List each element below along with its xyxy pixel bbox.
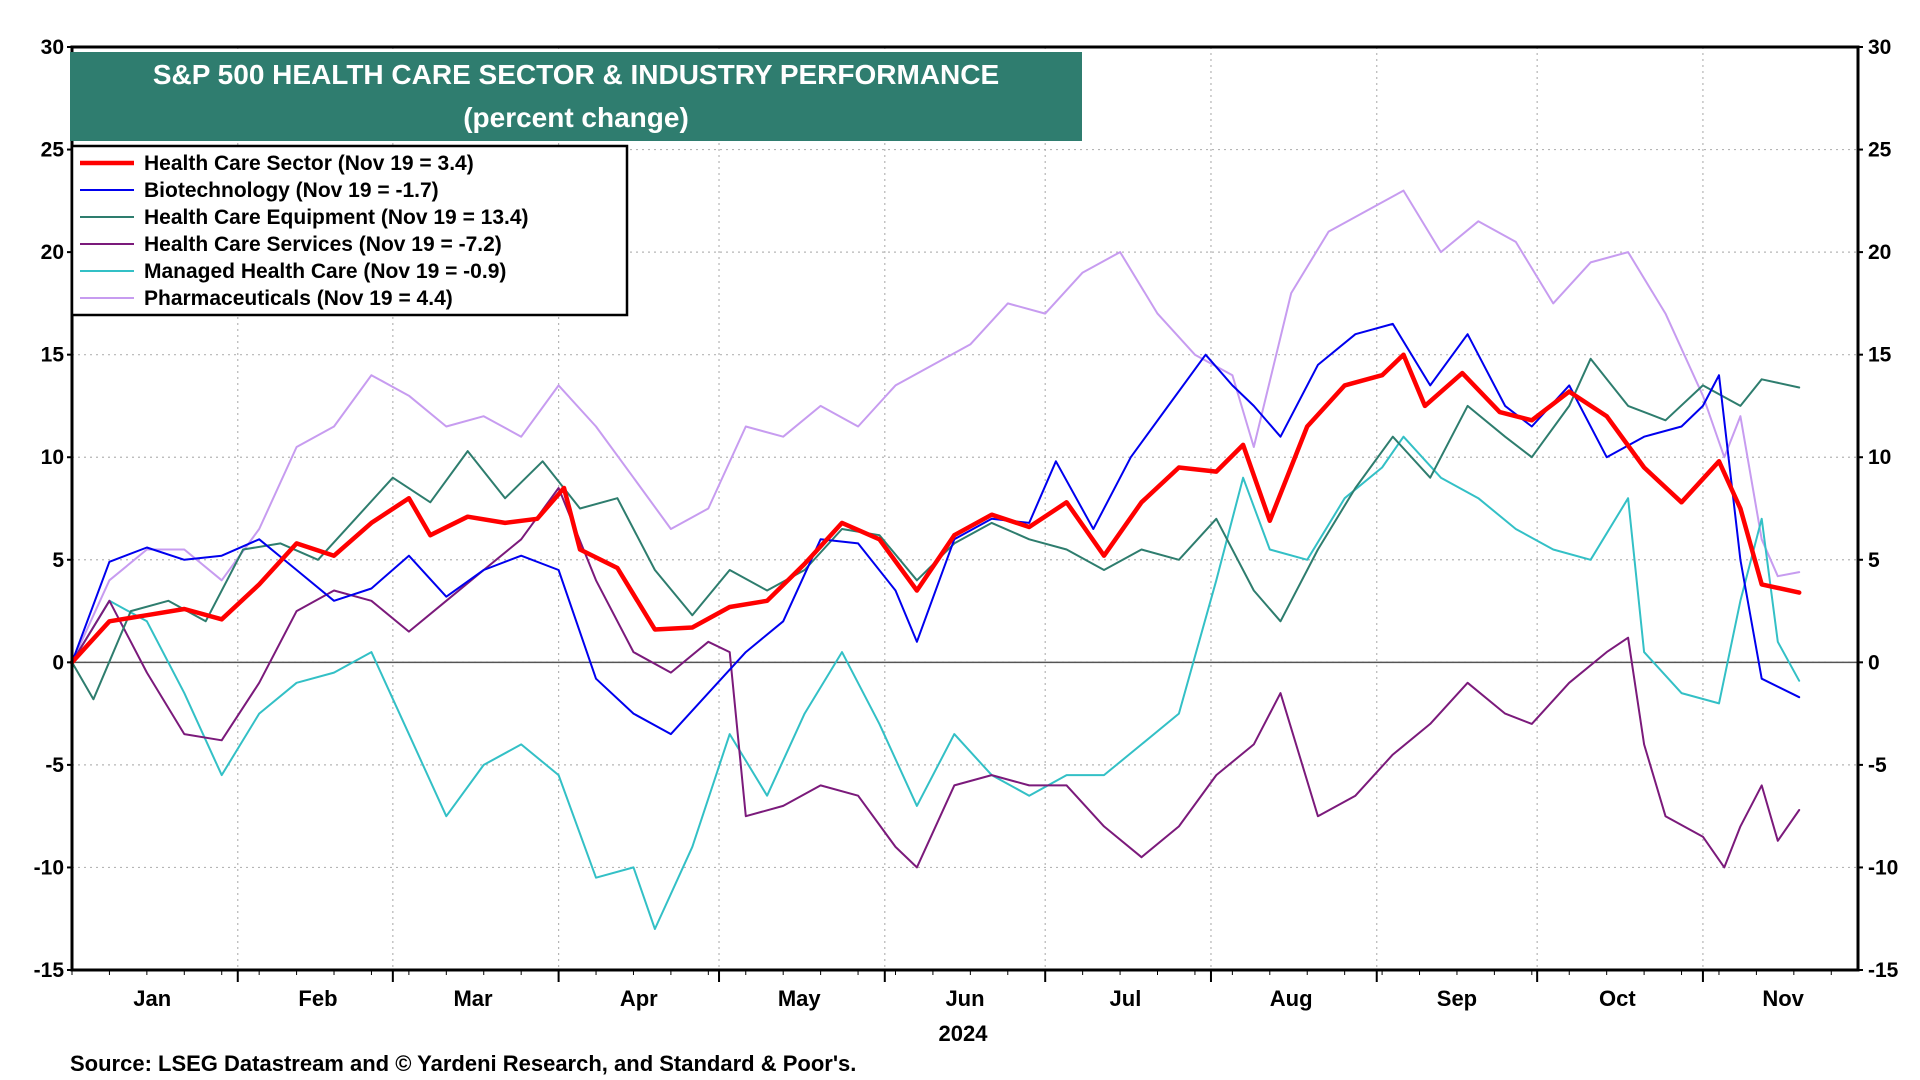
legend-label: Biotechnology (Nov 19 = -1.7)	[144, 179, 439, 202]
chart-title-box: S&P 500 HEALTH CARE SECTOR & INDUSTRY PE…	[70, 52, 1082, 141]
y-tick-label-left: 25	[41, 139, 65, 162]
y-tick-label-right: 10	[1868, 446, 1891, 469]
y-tick-label-right: 20	[1868, 241, 1891, 264]
legend-label: Pharmaceuticals (Nov 19 = 4.4)	[144, 287, 453, 310]
legend: Health Care Sector (Nov 19 = 3.4) Biotech…	[70, 144, 629, 317]
y-tick-label-left: 5	[52, 549, 64, 572]
x-tick-label: Jan	[133, 986, 171, 1011]
plot-frame	[70, 45, 1860, 972]
y-tick-label-right: 30	[1868, 36, 1891, 59]
x-tick-label: May	[778, 986, 822, 1011]
y-tick-label-left: 15	[41, 344, 65, 367]
y-tick-label-left: 10	[41, 446, 64, 469]
legend-label: Managed Health Care (Nov 19 = -0.9)	[144, 260, 506, 283]
chart-subtitle: (percent change)	[463, 102, 689, 133]
y-tick-label-right: 25	[1868, 139, 1892, 162]
y-tick-label-left: 20	[41, 241, 64, 264]
y-tick-label-left: -10	[34, 856, 64, 879]
series-lines	[69, 189, 1802, 930]
series-line	[71, 357, 1801, 701]
x-tick-label: Feb	[298, 986, 337, 1011]
x-axis-year-label: 2024	[939, 1021, 989, 1046]
y-tick-label-right: 15	[1868, 344, 1892, 367]
series-line	[69, 352, 1802, 665]
y-tick-label-right: 5	[1868, 549, 1880, 572]
series-line	[71, 435, 1801, 930]
series-line	[71, 487, 1801, 869]
y-tick-label-left: 30	[41, 36, 64, 59]
x-tick-label: Mar	[453, 986, 493, 1011]
x-tick-label: Nov	[1762, 986, 1804, 1011]
legend-label: Health Care Sector (Nov 19 = 3.4)	[144, 152, 474, 175]
x-tick-label: Oct	[1599, 986, 1636, 1011]
y-tick-label-right: -10	[1868, 856, 1898, 879]
x-tick-label: Sep	[1437, 986, 1477, 1011]
y-tick-label-right: -15	[1868, 959, 1899, 982]
x-tick-label: Apr	[620, 986, 658, 1011]
x-tick-label: Aug	[1270, 986, 1313, 1011]
legend-label: Health Care Services (Nov 19 = -7.2)	[144, 233, 502, 256]
y-tick-label-left: -15	[34, 959, 65, 982]
series-line	[71, 189, 1801, 664]
chart-title: S&P 500 HEALTH CARE SECTOR & INDUSTRY PE…	[153, 59, 999, 90]
x-tick-label: Jun	[945, 986, 984, 1011]
y-tick-label-left: -5	[45, 754, 64, 777]
axis-ticks: 30 30 25 25 20 20 15 15 10 10 5 5 0 0 -5 -5 -10 -10 -15 -15…	[34, 36, 1899, 1011]
y-tick-label-left: 0	[52, 651, 64, 674]
y-tick-label-right: -5	[1868, 754, 1887, 777]
source-note: Source: LSEG Datastream and © Yardeni Re…	[70, 1051, 856, 1076]
legend-label: Health Care Equipment (Nov 19 = 13.4)	[144, 206, 529, 229]
x-tick-label: Jul	[1110, 986, 1142, 1011]
y-tick-label-right: 0	[1868, 651, 1880, 674]
